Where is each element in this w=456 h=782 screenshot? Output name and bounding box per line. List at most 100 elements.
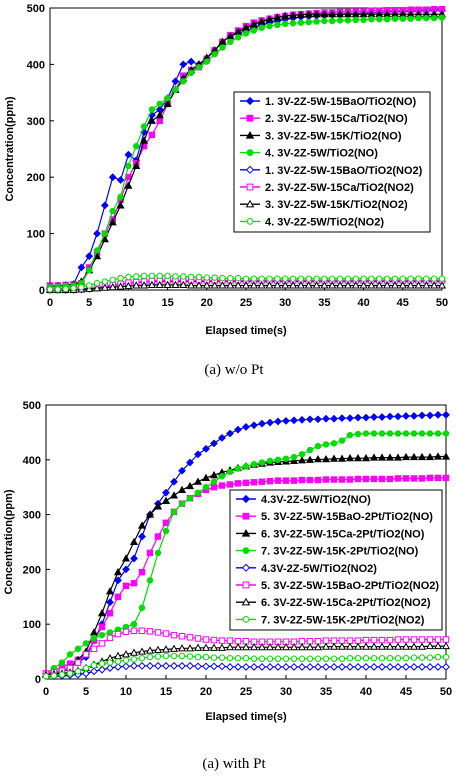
data-point bbox=[426, 430, 434, 437]
data-point bbox=[218, 281, 227, 289]
data-point bbox=[378, 430, 386, 437]
data-point bbox=[116, 282, 125, 290]
x-tick-label: 5 bbox=[86, 297, 92, 309]
data-point bbox=[288, 11, 298, 19]
data-point bbox=[407, 275, 414, 282]
caption-without-pt: (a) w/o Pt bbox=[204, 362, 264, 378]
data-point bbox=[114, 663, 122, 671]
data-point bbox=[369, 642, 379, 650]
data-point bbox=[417, 452, 427, 461]
data-point bbox=[218, 637, 226, 644]
axis-ticks: 0 100 200 300 400 500 0 5 10 15 20 25 30 35 40 45 50 bbox=[23, 400, 452, 698]
data-point bbox=[442, 410, 450, 419]
data-point bbox=[352, 16, 359, 24]
x-tick-label: 5 bbox=[83, 686, 89, 698]
data-point bbox=[201, 643, 211, 651]
data-point bbox=[234, 663, 242, 671]
data-point bbox=[58, 659, 66, 666]
data-point bbox=[210, 483, 218, 491]
data-point bbox=[314, 655, 322, 662]
data-point bbox=[163, 280, 172, 288]
data-point bbox=[434, 636, 442, 643]
data-point bbox=[274, 275, 281, 282]
data-point bbox=[322, 655, 330, 662]
data-point bbox=[125, 273, 132, 281]
data-point bbox=[218, 473, 226, 480]
data-point bbox=[441, 452, 451, 460]
data-point bbox=[140, 281, 149, 289]
data-point bbox=[298, 663, 306, 671]
data-point bbox=[418, 636, 426, 643]
data-point bbox=[164, 272, 171, 280]
data-point bbox=[186, 494, 194, 502]
data-point bbox=[266, 655, 274, 662]
data-point bbox=[146, 661, 154, 670]
data-point bbox=[369, 453, 379, 461]
data-point bbox=[138, 661, 146, 670]
data-point bbox=[321, 17, 328, 25]
data-point bbox=[385, 453, 395, 461]
data-point bbox=[359, 281, 368, 289]
series-8 bbox=[46, 272, 446, 293]
data-point bbox=[362, 413, 370, 422]
legend-item: 2. 3V-2Z-5W-15Ca/TiO2(NO2) bbox=[240, 182, 414, 194]
series-8 bbox=[42, 652, 450, 680]
data-point bbox=[441, 641, 451, 650]
data-point bbox=[202, 483, 210, 491]
data-point bbox=[378, 413, 386, 421]
data-point bbox=[282, 663, 290, 671]
data-point bbox=[354, 654, 362, 662]
data-point bbox=[320, 281, 329, 289]
data-point bbox=[202, 653, 210, 661]
legend-marker bbox=[246, 114, 254, 122]
x-tick-label: 40 bbox=[357, 297, 369, 309]
data-point bbox=[282, 655, 290, 662]
data-point bbox=[430, 275, 438, 282]
data-point bbox=[154, 533, 162, 540]
data-point bbox=[298, 415, 306, 424]
legend-label: 2. 3V-2Z-5W-15Ca/TiO2(NO2) bbox=[265, 182, 414, 194]
data-point bbox=[433, 452, 443, 460]
x-tick-label: 15 bbox=[160, 686, 172, 698]
data-point bbox=[170, 477, 178, 486]
data-point bbox=[187, 273, 195, 281]
y-tick-label: 100 bbox=[27, 229, 45, 241]
data-point bbox=[322, 414, 330, 423]
data-point bbox=[258, 459, 266, 466]
data-point bbox=[305, 275, 312, 282]
data-point bbox=[164, 95, 171, 102]
data-point bbox=[338, 476, 346, 483]
data-point bbox=[226, 281, 235, 289]
x-tick-label: 35 bbox=[318, 297, 330, 309]
data-point bbox=[171, 280, 180, 288]
y-axis-label: Concentration(ppm) bbox=[4, 96, 16, 201]
data-point bbox=[156, 100, 163, 108]
data-point bbox=[273, 281, 282, 289]
legend-box bbox=[233, 91, 431, 233]
data-point bbox=[132, 161, 141, 169]
x-tick-label: 45 bbox=[397, 297, 409, 309]
data-point bbox=[362, 663, 370, 671]
data-point bbox=[442, 474, 450, 482]
data-point bbox=[153, 502, 163, 510]
data-point bbox=[154, 629, 162, 636]
data-point bbox=[343, 9, 352, 18]
data-point bbox=[330, 663, 338, 671]
data-point bbox=[338, 414, 346, 423]
series-4 bbox=[46, 14, 446, 291]
data-point bbox=[106, 598, 114, 607]
data-point bbox=[394, 663, 402, 671]
data-point bbox=[418, 663, 426, 671]
data-point bbox=[336, 17, 344, 24]
data-point bbox=[90, 667, 98, 676]
data-point bbox=[211, 51, 218, 58]
data-point bbox=[328, 281, 337, 289]
data-point bbox=[370, 663, 378, 671]
data-point bbox=[226, 468, 234, 476]
data-point bbox=[227, 38, 234, 46]
data-point bbox=[106, 664, 114, 672]
data-point bbox=[210, 654, 218, 661]
data-point bbox=[391, 275, 399, 282]
x-tick-label: 25 bbox=[240, 297, 252, 309]
data-point bbox=[313, 275, 320, 282]
